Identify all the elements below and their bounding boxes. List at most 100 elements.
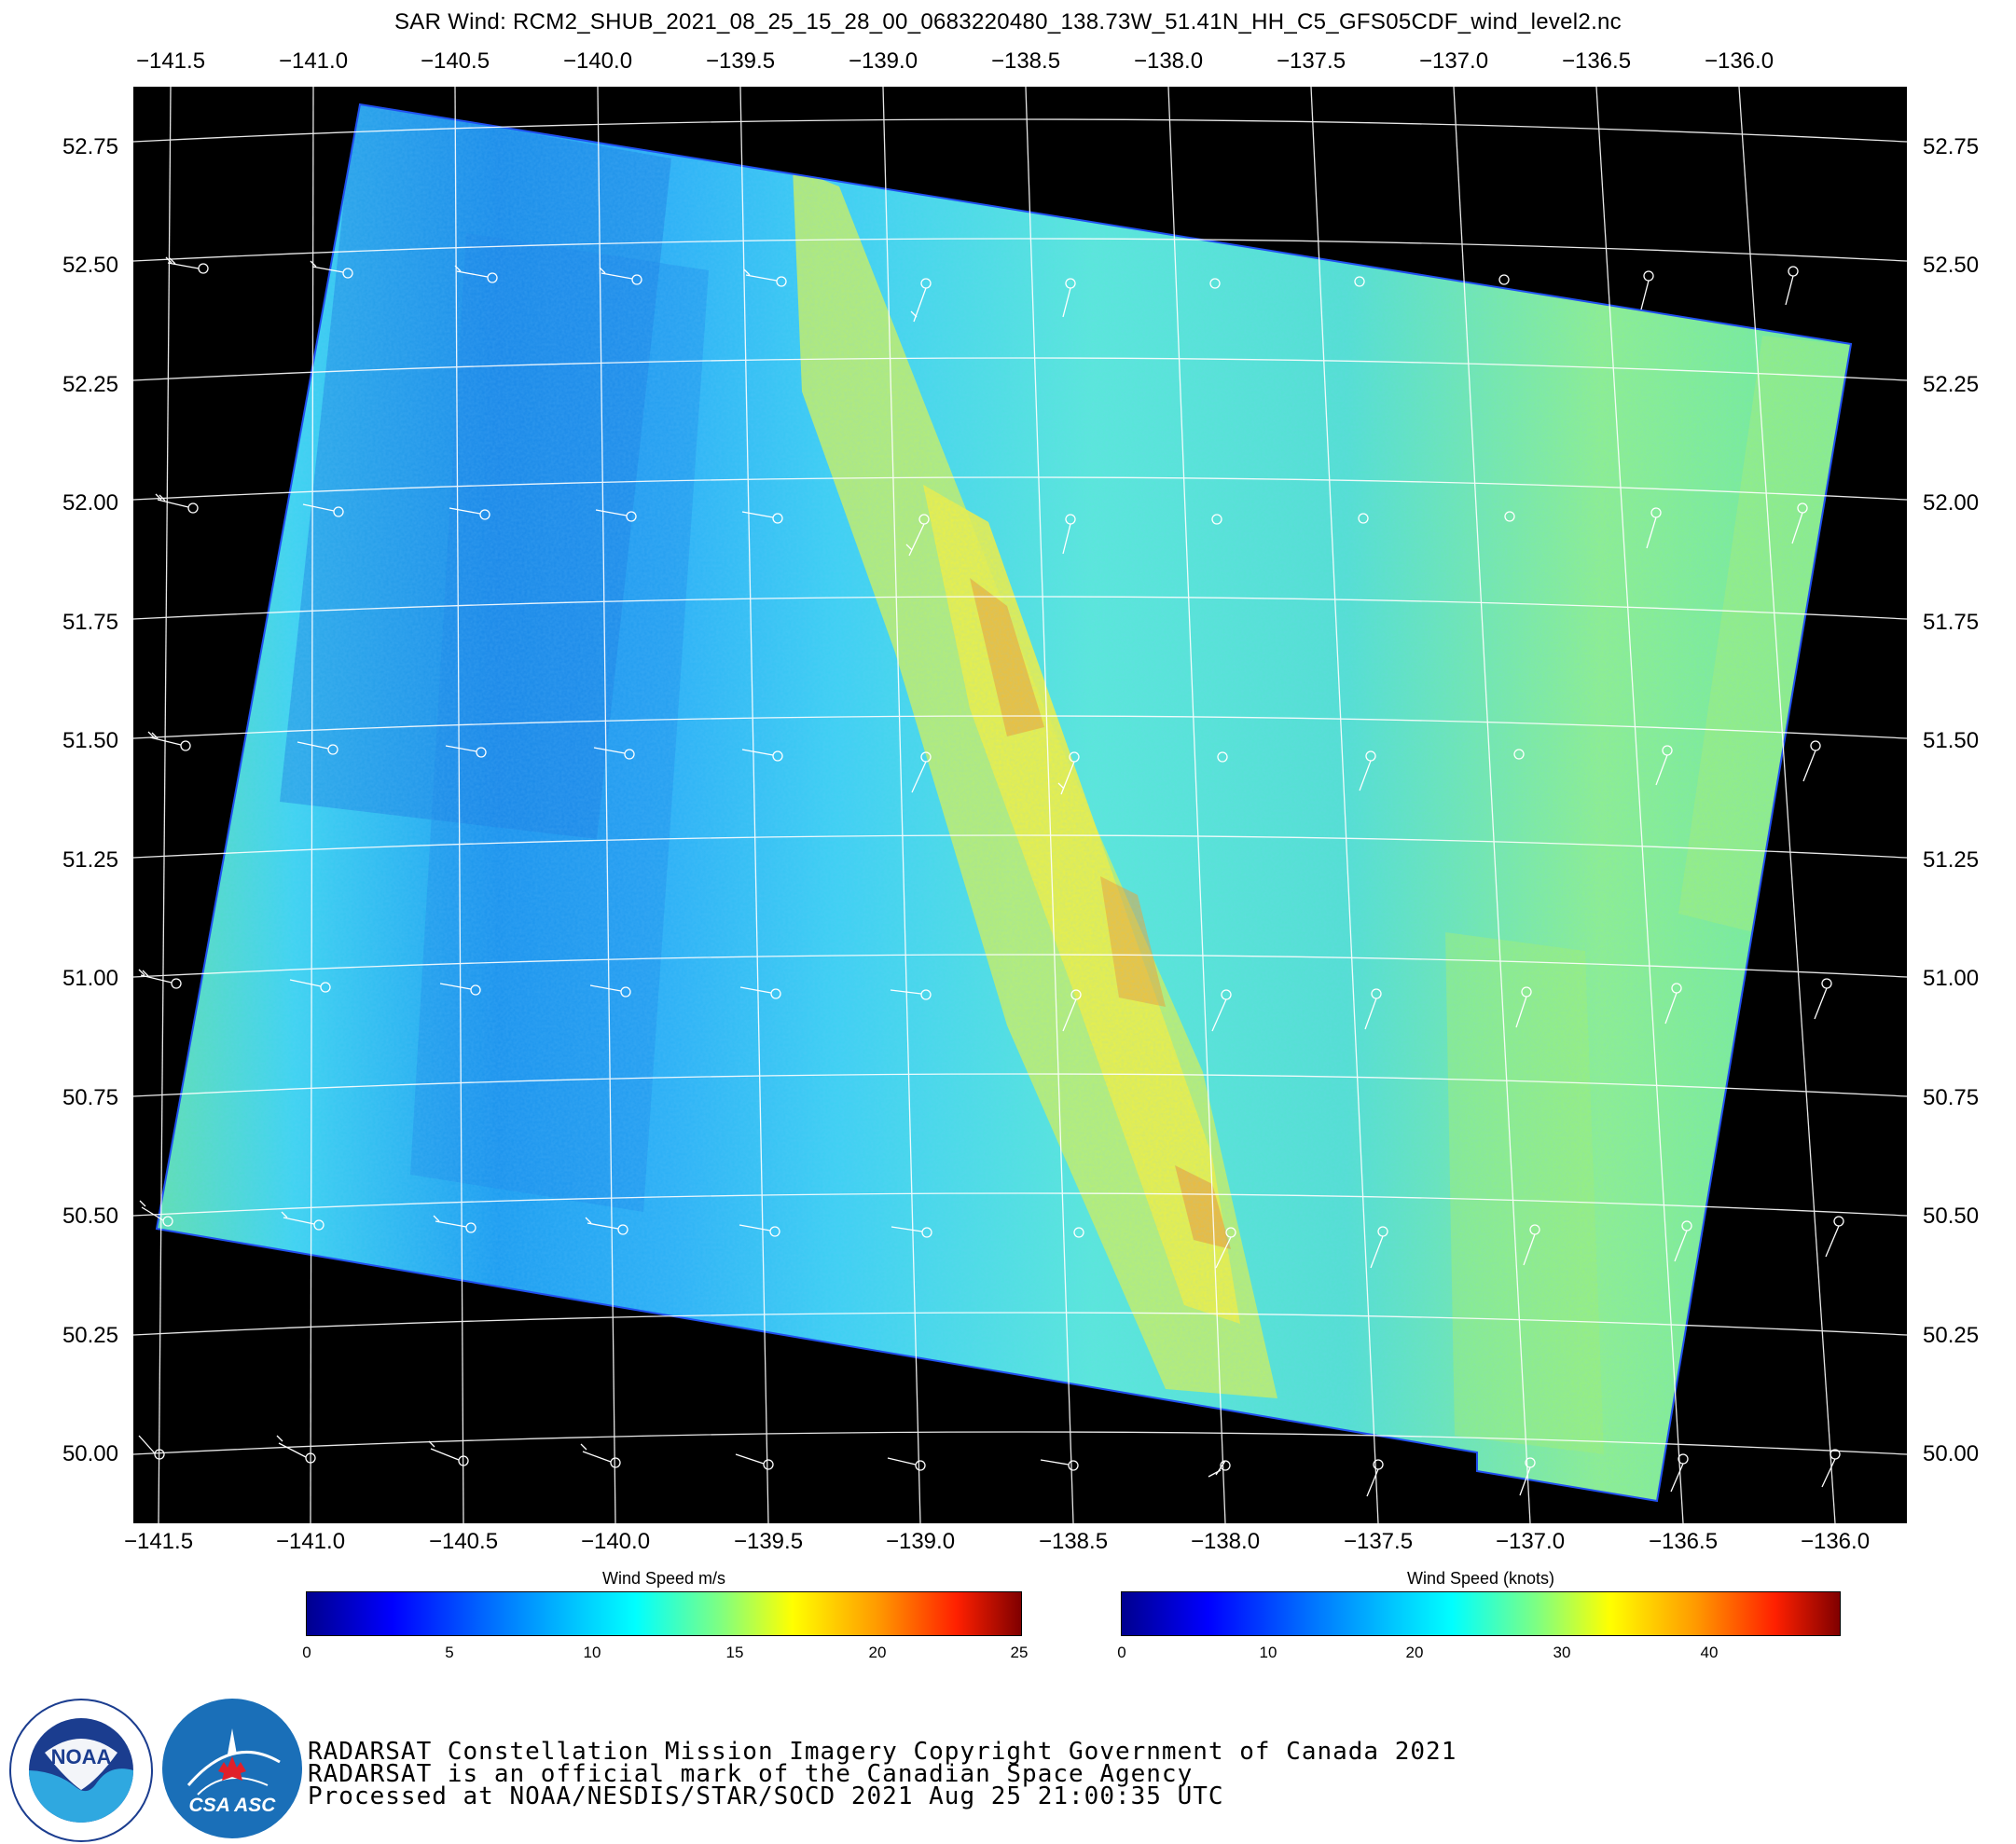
meridian-line [1167,87,1226,1523]
wind-barb [171,978,182,989]
lon-bottom-label: −136.0 [1800,1529,1871,1554]
noaa-logo-text: NOAA [51,1745,112,1768]
colorbar-knots-tick: 10 [1259,1644,1277,1661]
wind-barb [1513,749,1525,760]
lat-right-label: 51.50 [1923,728,1980,753]
lat-right-label: 52.25 [1923,372,1980,397]
wind-barb [465,1222,476,1233]
wind-barb [1217,751,1228,763]
noaa-logo: NOAA [9,1699,153,1842]
wind-barb-row [147,731,1821,795]
wind-barb [1073,1227,1084,1238]
lat-left-label: 51.00 [62,966,118,991]
wind-barb [180,740,191,751]
colorbar-ms-tick: 5 [445,1644,454,1661]
wind-barb [1833,1216,1844,1227]
meridian-line [882,87,921,1523]
wind-barb [1504,511,1515,522]
wind-barb-row [165,256,1799,323]
colorbar-ms-tick: 15 [725,1644,744,1661]
meridian-line [158,87,172,1523]
wind-map-svg [133,87,1907,1523]
lat-left-label: 50.50 [62,1204,118,1229]
wind-barb [617,1224,628,1235]
meridian-line [310,87,314,1523]
lat-right-label: 51.25 [1923,847,1980,873]
lat-right-label: 50.75 [1923,1085,1980,1110]
wind-barb [470,984,481,996]
parallel-line [133,1192,1907,1217]
wind-barb [610,1457,621,1468]
parallel-line [133,1431,1907,1455]
lat-right-label: 52.00 [1923,490,1980,516]
lon-bottom-label: −139.0 [885,1529,956,1554]
wind-barb [1498,274,1510,285]
colorbar-knots-tick: 30 [1553,1644,1571,1661]
colorbar-knots [1121,1591,1841,1636]
wind-barb [479,509,490,520]
lon-bottom-label: −140.5 [428,1529,499,1554]
lat-right-label: 50.50 [1923,1204,1980,1229]
wind-barb [327,744,338,755]
wind-barb [333,506,344,517]
lon-top-label: −141.5 [135,48,206,74]
lon-top-label: −136.0 [1704,48,1774,74]
lat-left-label: 50.25 [62,1323,118,1348]
lon-top-label: −139.5 [705,48,776,74]
wind-barb [915,1460,926,1471]
wind-barb [626,511,637,522]
meridian-line [597,87,616,1523]
lon-top-label: −140.5 [420,48,490,74]
swath-edge [155,103,1853,1503]
meridian-line [454,87,464,1523]
lat-left-label: 50.75 [62,1085,118,1110]
wind-barb [487,272,498,283]
parallel-line [133,118,1907,143]
parallel-line [133,596,1907,620]
lon-bottom-label: −138.5 [1038,1529,1109,1554]
wind-barb [772,513,783,524]
meridian-line [1595,87,1684,1523]
map-panel [133,87,1907,1523]
lon-top-label: −136.5 [1561,48,1632,74]
wind-barb [476,747,487,758]
processing-line: Processed at NOAA/NESDIS/STAR/SOCD 2021 … [308,1782,1224,1810]
wind-barb [458,1455,469,1466]
colorbar-knots-tick: 20 [1405,1644,1424,1661]
wind-barb [624,749,635,760]
colorbar-ms-tick: 10 [583,1644,601,1661]
lat-left-label: 52.50 [62,253,118,278]
lat-left-label: 51.50 [62,728,118,753]
lat-right-label: 50.25 [1923,1323,1980,1348]
lon-bottom-label: −137.0 [1495,1529,1566,1554]
lon-top-label: −137.5 [1276,48,1346,74]
wind-barb [776,276,787,287]
colorbar-knots-title: Wind Speed (knots) [1406,1569,1555,1588]
wind-barb [769,1226,780,1237]
wind-barb [631,274,642,285]
lat-right-label: 52.50 [1923,253,1980,278]
lat-left-label: 51.25 [62,847,118,873]
parallel-line [133,238,1907,262]
lat-right-label: 52.75 [1923,134,1980,159]
map-title: SAR Wind: RCM2_SHUB_2021_08_25_15_28_00_… [394,9,1622,34]
wind-barb [1821,978,1832,989]
lat-right-label: 50.00 [1923,1441,1980,1466]
lat-left-label: 52.25 [62,372,118,397]
lon-bottom-label: −141.5 [123,1529,194,1554]
wind-barb-row [138,1435,1841,1497]
wind-barb [198,263,209,274]
wind-barb [1068,1460,1079,1471]
lon-bottom-label: −139.5 [733,1529,804,1554]
lon-bottom-label: −141.0 [275,1529,346,1554]
lon-top-label: −138.5 [990,48,1061,74]
lon-top-label: −140.0 [562,48,633,74]
meridian-line [1025,87,1074,1523]
lat-right-label: 51.75 [1923,610,1980,635]
colorbar-ms-tick: 25 [1010,1644,1029,1661]
wind-barb [187,502,199,514]
parallel-line [133,715,1907,739]
parallel-line [133,1073,1907,1097]
speckle-texture [157,104,1851,1501]
meridian-line [1310,87,1379,1523]
